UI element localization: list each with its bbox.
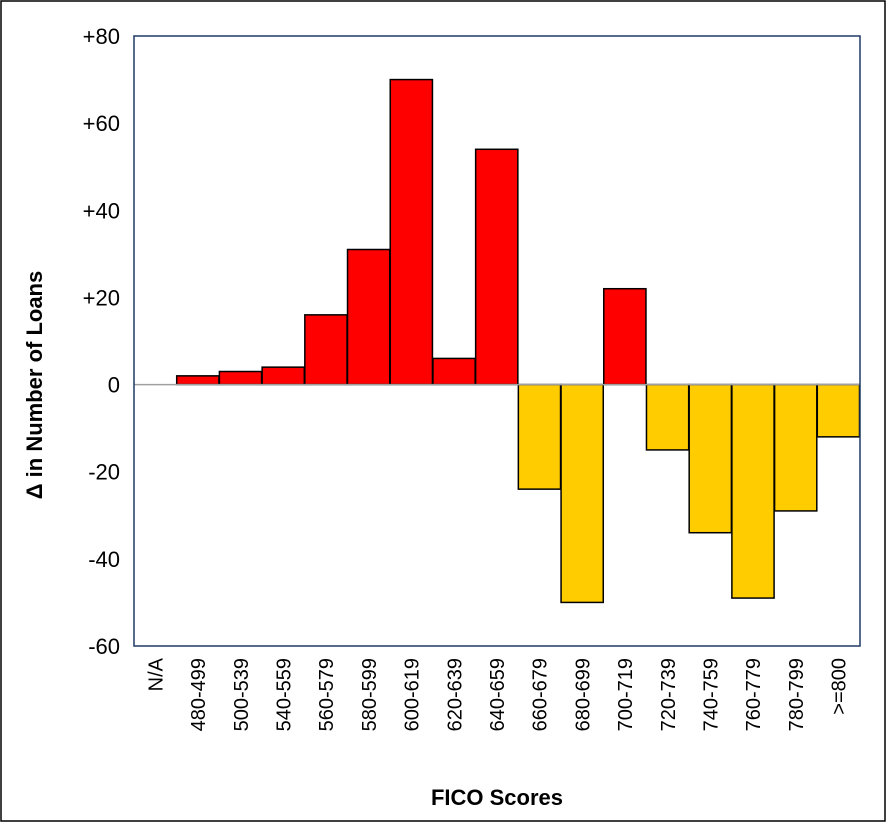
x-tick-label: 660-679 — [530, 658, 552, 731]
x-axis-ticks: N/A 480-499 500-539 540-559 560-579 580-599 60… — [145, 657, 850, 731]
y-axis-ticks: -60 -40 -20 0 +20 +40 +60 +80 — [83, 24, 120, 659]
bar — [175, 375, 220, 386]
y-tick-label: +60 — [83, 111, 120, 136]
x-tick-label: 540-559 — [273, 658, 295, 731]
bar — [218, 370, 263, 386]
x-tick-label: 480-499 — [188, 658, 210, 731]
bar — [816, 383, 861, 438]
y-tick-label: 0 — [108, 373, 120, 398]
y-tick-label: -20 — [88, 460, 120, 485]
bar — [560, 383, 605, 604]
x-tick-label: 780-799 — [786, 658, 808, 731]
y-tick-label: -60 — [88, 634, 120, 659]
plot-area — [133, 35, 861, 647]
bar — [688, 383, 733, 534]
bar — [304, 314, 348, 386]
bar — [517, 383, 562, 490]
x-axis-label: FICO Scores — [431, 785, 563, 810]
bar — [645, 383, 690, 451]
x-tick-label: 740-759 — [701, 658, 723, 731]
x-tick-label: 500-539 — [231, 658, 253, 731]
bar — [432, 357, 476, 386]
x-tick-label: 760-779 — [743, 658, 765, 731]
x-tick-label: N/A — [145, 657, 167, 691]
bar — [389, 78, 434, 386]
x-tick-label: 720-739 — [658, 658, 680, 731]
x-tick-label: >=800 — [829, 658, 851, 715]
bar — [773, 383, 818, 512]
bar — [603, 287, 647, 386]
y-tick-label: +40 — [83, 198, 120, 223]
y-axis-label: Δ in Number of Loans — [22, 271, 47, 500]
bars-layer — [175, 78, 861, 604]
bar — [731, 383, 775, 599]
y-tick-label: -40 — [88, 547, 120, 572]
y-tick-label: +80 — [83, 24, 120, 49]
x-tick-label: 680-699 — [572, 658, 594, 731]
x-tick-label: 580-599 — [359, 658, 381, 731]
x-tick-label: 640-659 — [487, 658, 509, 731]
y-tick-label: +20 — [83, 285, 120, 310]
x-tick-label: 600-619 — [402, 658, 424, 731]
bar — [261, 366, 306, 386]
x-tick-label: 700-719 — [615, 658, 637, 731]
bar — [346, 248, 391, 386]
bar — [474, 148, 519, 386]
x-tick-label: 620-639 — [444, 658, 466, 731]
x-tick-label: 560-579 — [316, 658, 338, 731]
